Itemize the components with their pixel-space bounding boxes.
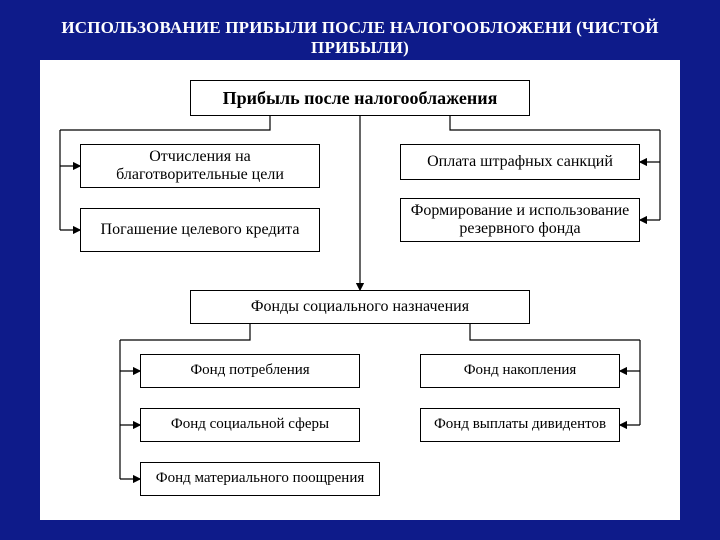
node-reserve: Формирование и использование резервного … <box>400 198 640 242</box>
diagram-panel: Прибыль после налогооблажения Отчисления … <box>40 60 680 520</box>
node-charity: Отчисления на благотворительные цели <box>80 144 320 188</box>
node-dividends: Фонд выплаты дивидентов <box>420 408 620 442</box>
node-penalties: Оплата штрафных санкций <box>400 144 640 180</box>
node-incentive: Фонд материального поощрения <box>140 462 380 496</box>
node-accumulation: Фонд накопления <box>420 354 620 388</box>
slide-title: ИСПОЛЬЗОВАНИЕ ПРИБЫЛИ ПОСЛЕ НАЛОГООБЛОЖЕ… <box>0 0 720 58</box>
node-root: Прибыль после налогооблажения <box>190 80 530 116</box>
node-social: Фонды социального назначения <box>190 290 530 324</box>
node-consumption: Фонд потребления <box>140 354 360 388</box>
node-sphere: Фонд социальной сферы <box>140 408 360 442</box>
node-credit: Погашение целевого кредита <box>80 208 320 252</box>
